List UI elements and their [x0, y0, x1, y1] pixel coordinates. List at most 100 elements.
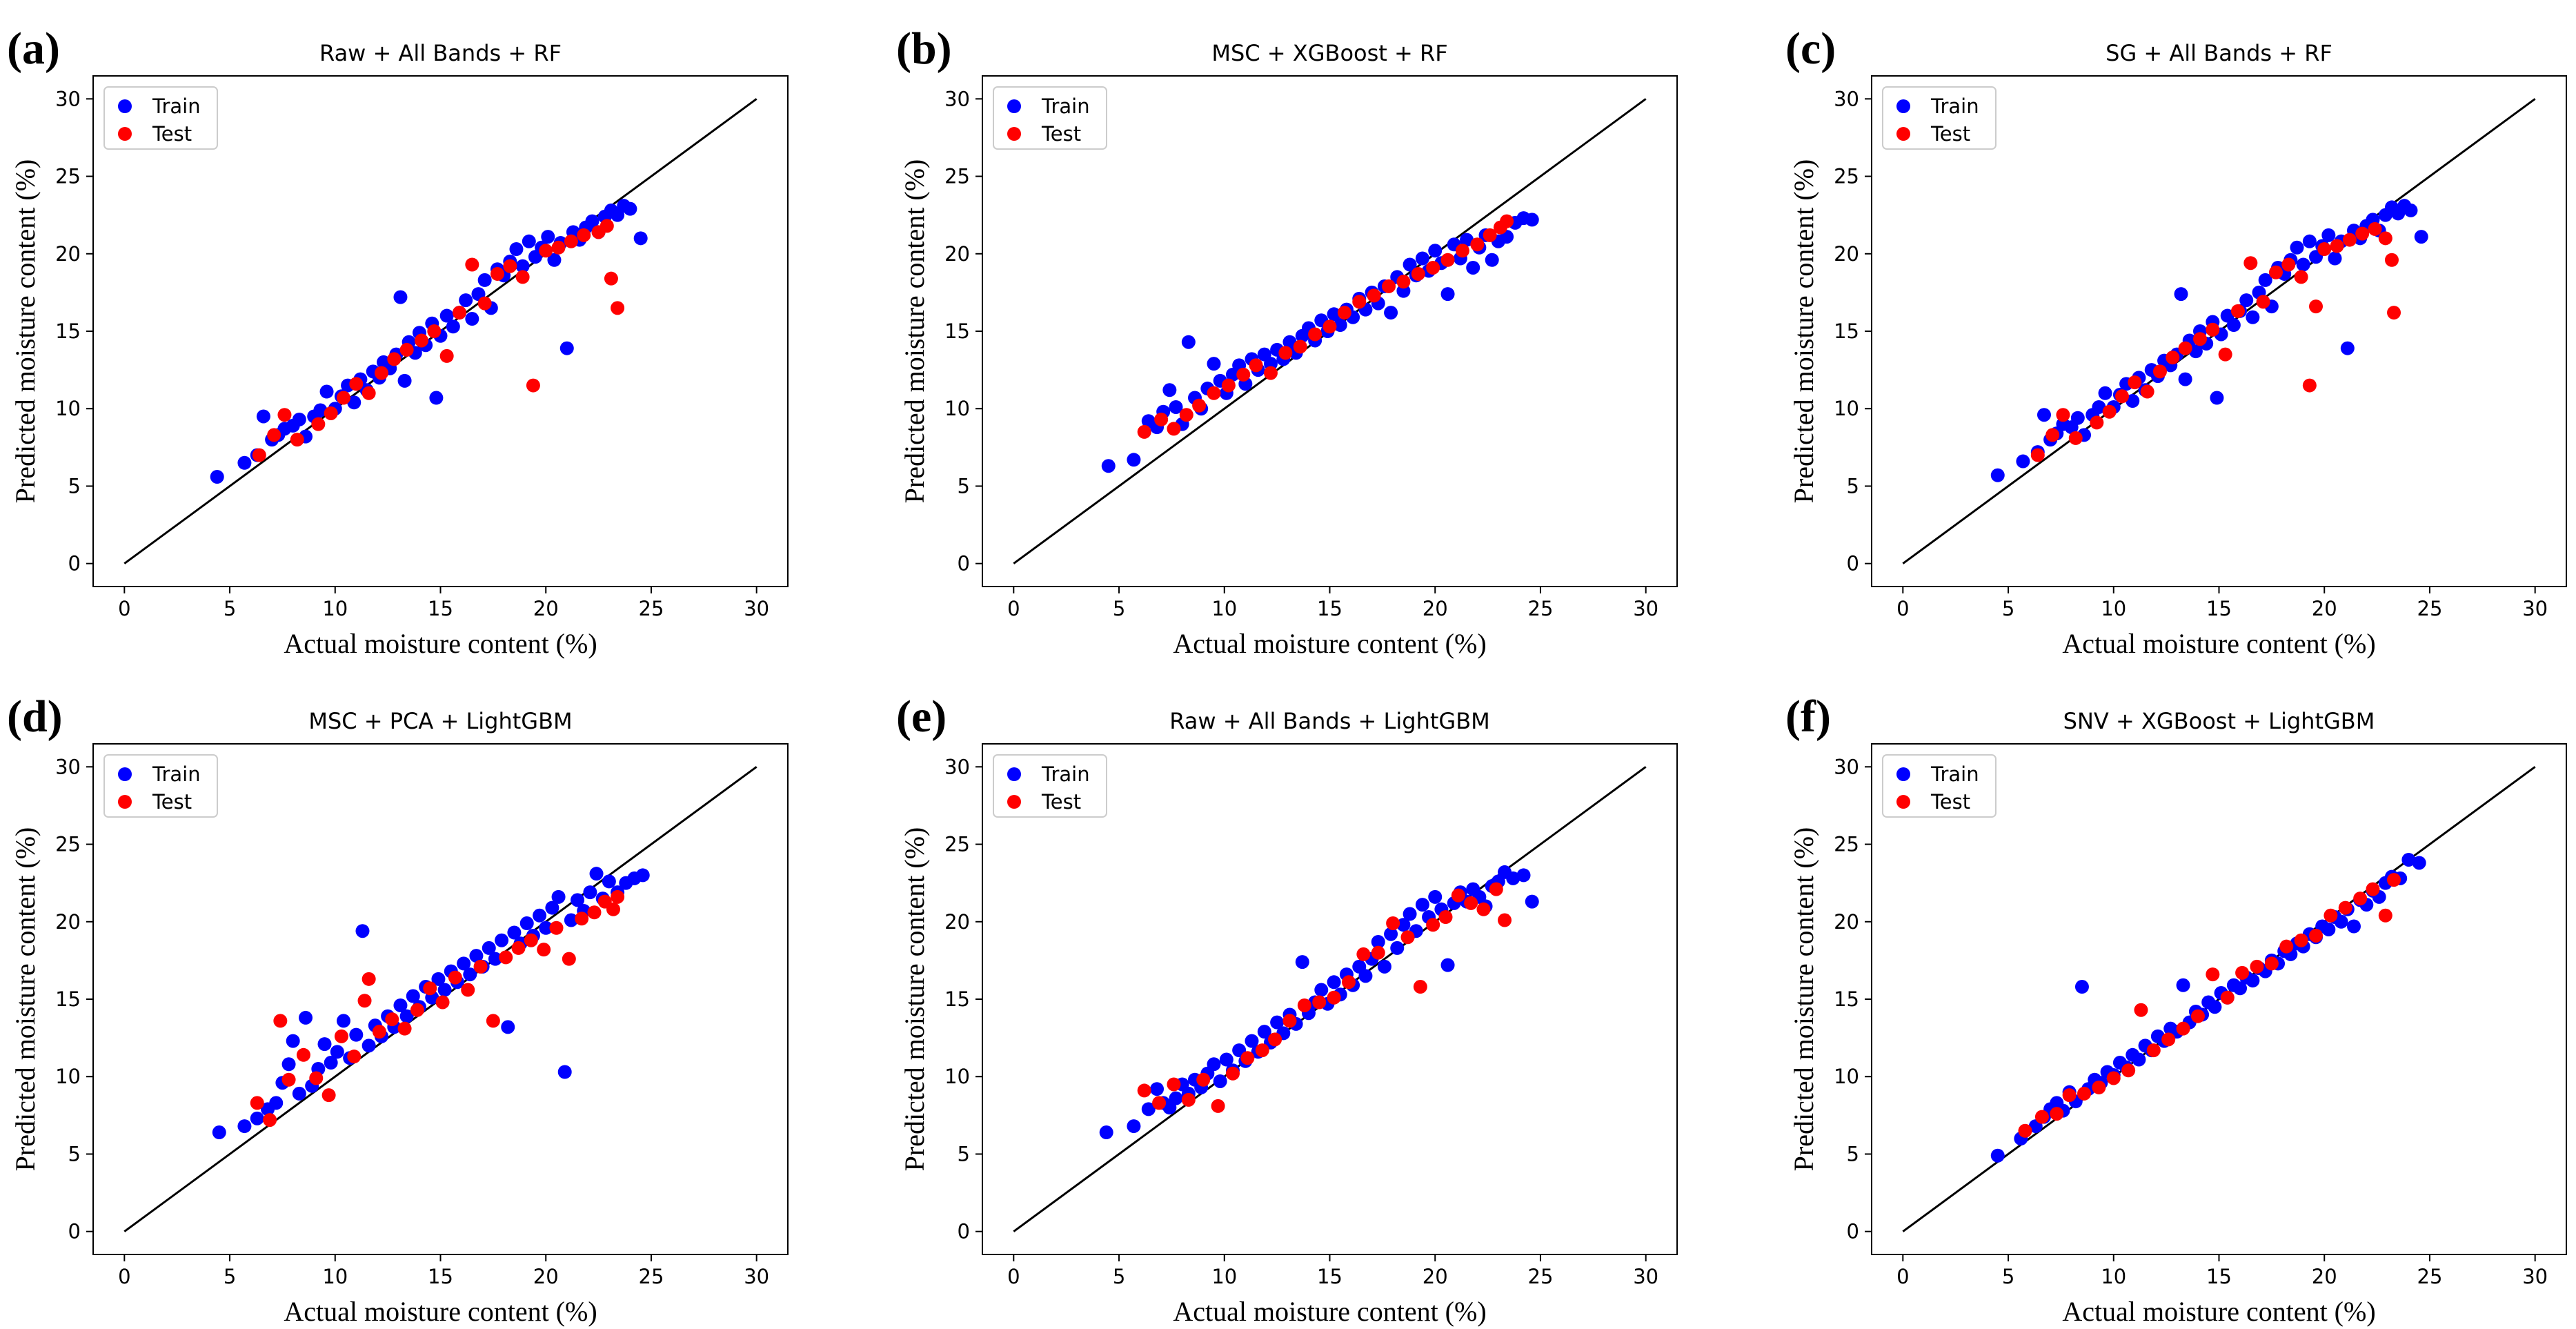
train-point	[2210, 391, 2224, 405]
train-point	[355, 924, 370, 938]
train-point	[2346, 919, 2361, 934]
test-point	[1426, 918, 1440, 932]
legend-box	[1882, 86, 1997, 150]
test-point	[1489, 882, 1503, 896]
test-point	[2152, 364, 2167, 379]
x-tick-label: 20	[2312, 1265, 2337, 1288]
test-point	[399, 342, 414, 357]
test-point	[263, 1113, 277, 1128]
test-point	[1137, 424, 1151, 439]
test-point	[1371, 945, 1385, 960]
y-tick-label: 0	[68, 1220, 81, 1243]
train-point	[1377, 959, 1391, 974]
test-point	[2030, 448, 2045, 462]
legend-marker-train	[1896, 767, 1910, 781]
test-point	[2309, 299, 2324, 314]
x-tick-label: 20	[2312, 597, 2337, 620]
test-point	[1337, 306, 1351, 320]
legend: Train Test	[103, 86, 218, 150]
legend: Train Test	[993, 754, 1107, 818]
train-point	[564, 913, 578, 927]
legend-marker-test	[118, 127, 132, 141]
train-point	[439, 308, 454, 323]
train-point	[446, 319, 460, 334]
x-tick-label: 25	[1528, 1265, 1554, 1288]
train-point	[541, 230, 555, 244]
test-point	[564, 234, 578, 248]
legend-label-train: Train	[1041, 762, 1090, 786]
train-point	[2126, 394, 2140, 408]
train-point	[286, 1034, 300, 1048]
train-point	[457, 956, 471, 971]
x-tick-label: 15	[428, 1265, 453, 1288]
test-point	[439, 348, 454, 363]
x-tick-label: 0	[1896, 597, 1909, 620]
test-point	[2062, 1088, 2077, 1103]
test-point	[2250, 959, 2264, 974]
train-point	[1460, 233, 1474, 247]
y-tick-label: 10	[1834, 397, 1859, 420]
train-point	[2334, 914, 2348, 929]
test-point	[606, 902, 620, 916]
test-point	[1293, 339, 1307, 354]
train-point	[635, 868, 650, 883]
x-tick-label: 30	[2522, 1265, 2548, 1288]
test-point	[324, 406, 338, 420]
legend-marker-test	[118, 795, 132, 809]
test-point	[611, 889, 625, 904]
train-point	[533, 908, 547, 923]
x-tick-label: 5	[224, 1265, 236, 1288]
y-tick-label: 30	[55, 755, 81, 778]
test-point	[549, 921, 564, 935]
train-point	[406, 989, 420, 1003]
test-point	[1152, 1096, 1167, 1110]
test-point	[2106, 1071, 2121, 1085]
train-point	[2016, 454, 2030, 469]
train-point	[1371, 934, 1385, 949]
test-point	[2338, 900, 2352, 915]
test-point	[1451, 888, 1465, 903]
x-tick-label: 15	[428, 597, 453, 620]
y-axis-label: Predicted moisture content (%)	[10, 159, 41, 504]
test-point	[277, 408, 292, 422]
test-point	[2355, 226, 2370, 241]
y-tick-label: 15	[55, 987, 81, 1011]
train-point	[361, 1038, 376, 1053]
x-tick-label: 10	[1211, 1265, 1237, 1288]
x-tick-label: 0	[118, 597, 130, 620]
test-point	[2230, 304, 2245, 318]
y-tick-label: 30	[1834, 755, 1859, 778]
train-point	[349, 1027, 364, 1042]
train-point	[2188, 344, 2203, 359]
series-train	[212, 867, 650, 1140]
train-point	[2296, 257, 2310, 272]
test-point	[2330, 239, 2344, 253]
test-point	[1440, 253, 1455, 267]
x-tick-label: 10	[2101, 597, 2126, 620]
x-tick-label: 25	[2417, 597, 2443, 620]
test-point	[515, 270, 530, 284]
test-point	[2190, 1009, 2205, 1023]
test-point	[1426, 260, 1440, 275]
train-point	[1428, 244, 1443, 258]
train-point	[431, 972, 446, 986]
test-point	[1225, 1066, 1240, 1081]
test-point	[1263, 366, 1278, 380]
train-point	[539, 921, 553, 935]
test-point	[1154, 412, 1169, 426]
test-point	[1396, 275, 1411, 289]
train-point	[1525, 213, 1539, 227]
x-tick-label: 30	[1633, 597, 1658, 620]
y-axis-label: Predicted moisture content (%)	[899, 159, 930, 504]
test-point	[1181, 1092, 1196, 1107]
test-point	[2264, 956, 2279, 971]
legend-label-test: Test	[1930, 122, 1970, 146]
train-point	[465, 312, 479, 326]
train-point	[2239, 293, 2254, 308]
train-point	[330, 1045, 344, 1059]
train-point	[1270, 1015, 1285, 1030]
train-point	[1213, 1074, 1227, 1088]
train-point	[324, 1056, 338, 1070]
test-point	[336, 391, 350, 405]
train-point	[1485, 253, 1499, 267]
